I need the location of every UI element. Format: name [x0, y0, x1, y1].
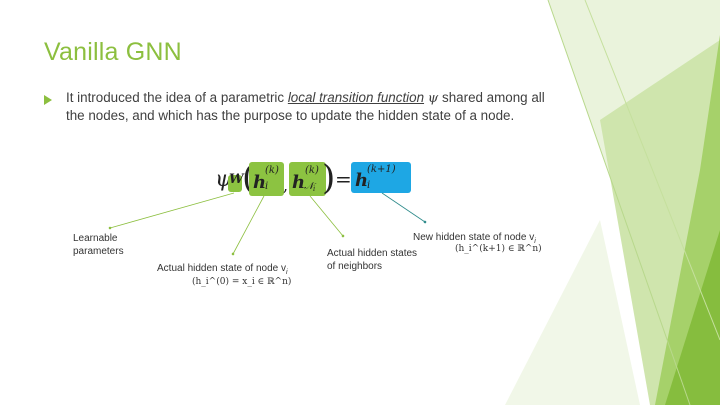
bullet-text-underlined: local transition function [287, 90, 425, 105]
label-new-hidden-sub: i [534, 238, 536, 245]
equation-comma: , [283, 176, 289, 195]
label-learnable-parameters: Learnable parameters [73, 233, 124, 257]
slide-title: Vanilla GNN [44, 38, 182, 66]
equation-h-n-sub-i: i [313, 185, 316, 193]
label-new-hidden-text: New hidden state of node v [413, 232, 535, 243]
equation-h-new-sub: i [367, 180, 371, 191]
weights-highlight-box [228, 175, 242, 192]
formula-new-hidden: (h_i^(k+1) ∈ ℝ^n) [455, 244, 542, 254]
neighbor-states-highlight-box [289, 162, 326, 196]
label-new-hidden-state: New hidden state of node vi [413, 231, 536, 248]
equation-h-n-sup: (k) [305, 165, 319, 176]
equation-h-i-sub: i [265, 181, 269, 192]
hidden-state-highlight-box [249, 162, 284, 196]
equation-right-paren: ) [322, 158, 336, 198]
equation-h-new: h [355, 170, 369, 191]
arrow-new-hidden [381, 192, 427, 224]
equation-h-i: h [253, 172, 267, 193]
label-actual-hidden-neighbors: Actual hidden states of neighbors [327, 248, 418, 272]
bullet-arrow-icon [44, 95, 52, 105]
bg-line-1 [547, 0, 691, 405]
equation-h-i-sup: (k) [265, 165, 279, 176]
equation-h-n-sub: 𝒩 [304, 181, 314, 192]
bg-line-2 [584, 0, 720, 341]
bullet-psi-symbol: ψ [427, 91, 439, 106]
equation-h-n: h [292, 172, 306, 193]
bullet-text: It introduced the idea of a parametric l… [66, 89, 556, 124]
bullet-text-pre: It introduced the idea of a parametric [66, 90, 288, 105]
bullet-text-post: shared among all the nodes, and which ha… [66, 90, 545, 123]
arrow-neighbors [309, 195, 345, 238]
bg-shape-dark [665, 230, 720, 405]
equation-equals: = [335, 167, 352, 191]
new-hidden-state-highlight-box [351, 162, 411, 193]
label-actual-hidden-text: Actual hidden state of node v [157, 263, 286, 274]
label-actual-hidden-state: Actual hidden state of node vi [157, 262, 288, 279]
bg-shape-bottom [505, 220, 640, 405]
arrow-learnable [108, 192, 235, 230]
formula-actual-hidden: (h_i^(0) = x_i ∈ ℝ^n) [192, 277, 292, 287]
equation-weights: W [229, 172, 244, 187]
arrow-actual-hidden [231, 195, 265, 256]
equation-h-new-sup: (k+1) [367, 164, 396, 175]
equation-psi: ψ [215, 167, 233, 192]
label-actual-hidden-sub: i [285, 269, 288, 276]
